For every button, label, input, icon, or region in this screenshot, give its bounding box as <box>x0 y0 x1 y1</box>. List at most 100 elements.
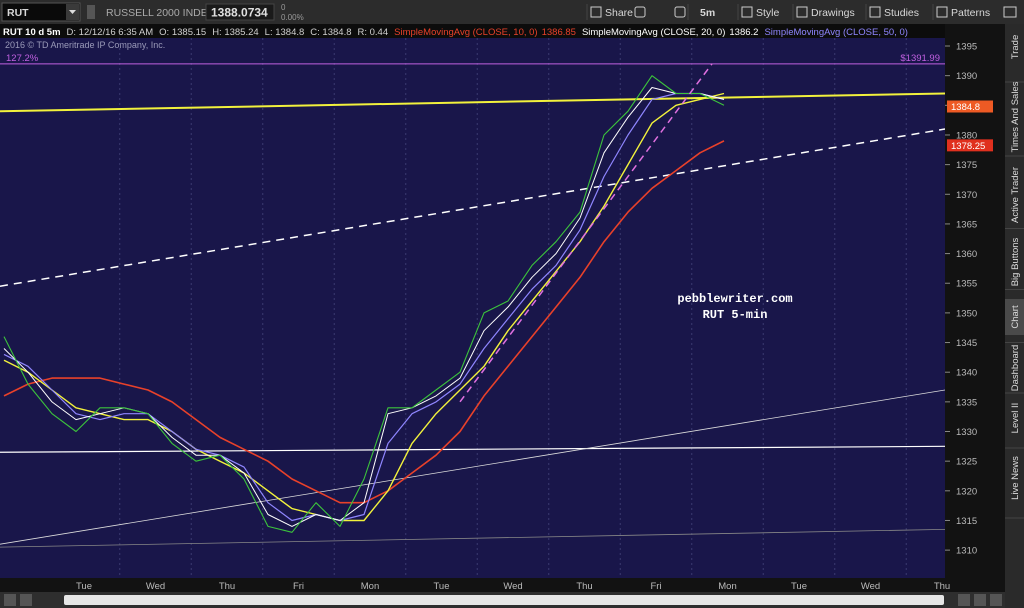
change-pct: 0.00% <box>281 13 304 22</box>
button-icon <box>936 6 948 18</box>
trend-line <box>0 445 945 453</box>
menu-icon[interactable] <box>1003 6 1017 18</box>
x-tick-label: Thu <box>576 581 592 592</box>
dropdown-arrow <box>69 10 76 14</box>
info-bar <box>0 24 945 38</box>
info-item: H: 1385.24 <box>212 27 258 38</box>
toolbar-button[interactable]: Studies <box>884 7 919 19</box>
side-tab[interactable]: Big Buttons <box>1010 237 1021 286</box>
y-tick-label: 1390 <box>956 71 977 82</box>
plot <box>0 38 945 578</box>
side-tab[interactable]: Live News <box>1010 456 1021 500</box>
price-label-box <box>947 139 993 152</box>
y-tick-label: 1325 <box>956 457 977 468</box>
y-tick-label: 1330 <box>956 427 977 438</box>
y-tick-label: 1320 <box>956 486 977 497</box>
price-label: 1384.8 <box>951 102 980 113</box>
y-tick-label: 1365 <box>956 219 977 230</box>
zoom-button[interactable] <box>974 594 986 606</box>
trend-line <box>0 389 945 545</box>
symbol: RUT <box>7 7 29 19</box>
info-item: R: 0.44 <box>358 27 389 38</box>
scroll-button[interactable] <box>20 594 32 606</box>
moving-average <box>3 92 725 522</box>
side-tab[interactable]: Chart <box>1010 305 1021 329</box>
channel-line <box>459 63 713 403</box>
study-name: SimpleMovingAvg (CLOSE, 50, 0) <box>764 27 907 38</box>
info-item: L: 1384.8 <box>265 27 305 38</box>
x-tick-label: Thu <box>219 581 235 592</box>
price-line <box>3 75 725 533</box>
button-icon <box>796 6 808 18</box>
x-tick-label: Mon <box>361 581 379 592</box>
scroll-button[interactable] <box>4 594 16 606</box>
x-tick-label: Fri <box>293 581 304 592</box>
trend-line <box>0 128 945 287</box>
instrument-name: RUSSELL 2000 INDEX <box>106 7 215 19</box>
x-tick-label: Wed <box>146 581 165 592</box>
info-item: D: 12/12/16 6:35 AM <box>67 27 154 38</box>
toolbar-button[interactable]: Drawings <box>811 7 855 19</box>
x-tick-label: Tue <box>76 581 92 592</box>
info-text: RUT 10 d 5m D: 12/12/16 6:35 AM O: 1385.15… <box>3 27 908 38</box>
toolbar-button[interactable]: Share <box>605 7 633 19</box>
toolbar-button[interactable]: Style <box>756 7 780 19</box>
y-tick-label: 1335 <box>956 397 977 408</box>
active-tab <box>1005 299 1024 335</box>
scroll-thumb[interactable] <box>64 595 944 605</box>
time-axis <box>0 578 1005 592</box>
toolbar-button[interactable]: Patterns <box>951 7 990 19</box>
zoom-button[interactable] <box>990 594 1002 606</box>
y-tick-label: 1355 <box>956 279 977 290</box>
link-icon[interactable] <box>87 5 95 19</box>
info-item: C: 1384.8 <box>310 27 351 38</box>
y-tick-label: 1345 <box>956 338 977 349</box>
y-tick-label: 1340 <box>956 368 977 379</box>
toolbar-icon[interactable] <box>634 6 646 18</box>
x-tick-label: Tue <box>791 581 807 592</box>
copyright: 2016 © TD Ameritrade IP Company, Inc. <box>5 40 165 50</box>
price-label: 1378.25 <box>951 141 985 152</box>
x-tick-label: Thu <box>934 581 950 592</box>
trend-line <box>0 92 945 113</box>
side-tab[interactable]: Active Trader <box>1010 167 1021 223</box>
price-label-box <box>947 100 993 113</box>
annotation: RUT 5-min <box>703 308 768 322</box>
button-icon <box>741 6 753 18</box>
last-box <box>205 3 275 21</box>
y-tick-label: 1370 <box>956 190 977 201</box>
study-value: 1386.2 <box>729 27 758 38</box>
symbol-box[interactable] <box>1 2 81 22</box>
side-tab[interactable]: Times And Sales <box>1010 81 1021 152</box>
side-tab[interactable]: Dashboard <box>1010 345 1021 391</box>
plot-area <box>0 38 945 578</box>
toolbar-button[interactable]: 5m <box>700 7 715 19</box>
y-tick-label: 1315 <box>956 516 977 527</box>
button-icon <box>869 6 881 18</box>
study-value: 1386.85 <box>542 27 576 38</box>
study-name: SimpleMovingAvg (CLOSE, 20, 0) <box>582 27 725 38</box>
y-tick-label: 1360 <box>956 249 977 260</box>
moving-average <box>3 92 725 522</box>
side-tab[interactable]: Level II <box>1010 403 1021 434</box>
y-tick-label: 1375 <box>956 160 977 171</box>
toolbar-buttons: Share 5m Style Drawings Studies Patterns <box>586 4 1017 20</box>
y-tick-label: 1380 <box>956 130 977 141</box>
x-tick-label: Fri <box>650 581 661 592</box>
button-icon <box>590 6 602 18</box>
toolbar-icon[interactable] <box>674 6 686 18</box>
last-price: 1388.0734 <box>211 6 268 20</box>
price-axis <box>945 24 1005 578</box>
study-label: RUT 10 d 5m <box>3 27 61 38</box>
fib-pct: 127.2% <box>6 53 39 64</box>
y-tick-label: 1350 <box>956 308 977 319</box>
y-tick-label: 1310 <box>956 546 977 557</box>
info-item: O: 1385.15 <box>159 27 206 38</box>
annotation: pebblewriter.com <box>677 292 792 306</box>
trend-line <box>0 528 945 548</box>
zoom-button[interactable] <box>958 594 970 606</box>
side-tab[interactable]: Trade <box>1010 35 1021 59</box>
x-tick-label: Tue <box>433 581 449 592</box>
x-tick-label: Wed <box>861 581 880 592</box>
